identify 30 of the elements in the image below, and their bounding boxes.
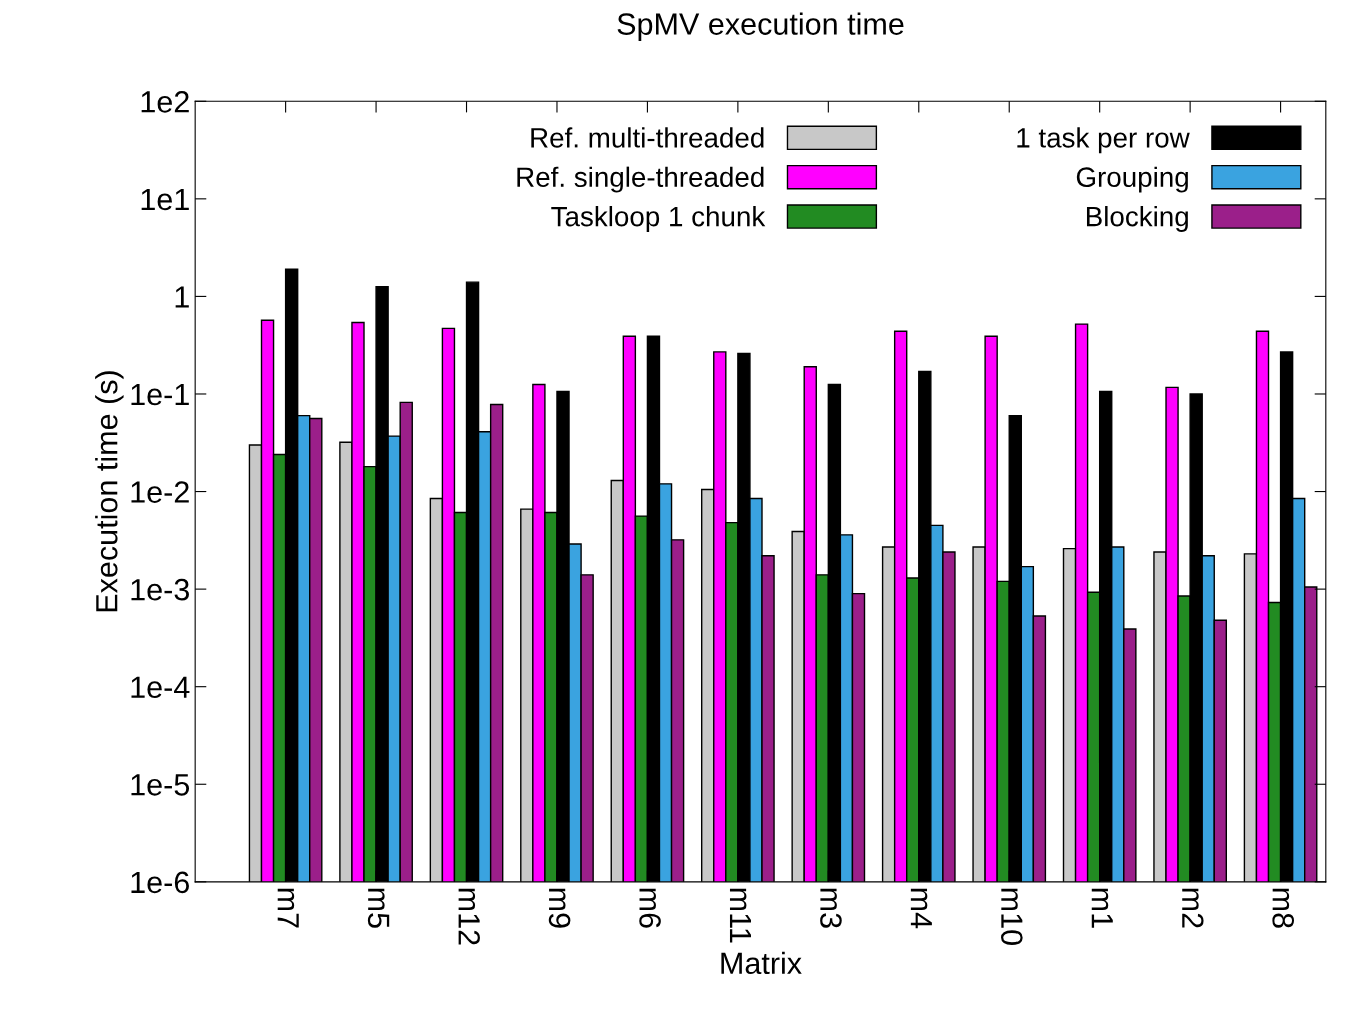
legend-label: Taskloop 1 chunk xyxy=(551,206,766,232)
y-tick-label: 1e-4 xyxy=(131,676,190,699)
x-tick-label: m2 xyxy=(1182,888,1204,928)
y-axis-title: Execution time (s) xyxy=(95,371,124,612)
x-axis-title: Matrix xyxy=(721,951,802,975)
legend-label: Grouping xyxy=(1076,166,1188,193)
x-tick-label: m11 xyxy=(729,888,751,943)
legend-label: Ref. single-threaded xyxy=(517,166,764,193)
x-tick-label: m5 xyxy=(367,888,390,928)
x-tick-label: m6 xyxy=(639,888,661,928)
x-tick-label: m10 xyxy=(1001,888,1023,945)
y-tick-label: 1e-2 xyxy=(131,481,189,503)
legend-label: Blocking xyxy=(1086,206,1188,232)
y-tick-label: 1e-3 xyxy=(131,578,189,601)
chart-title: SpMV execution time xyxy=(617,12,904,41)
legend-label: Ref. multi-threaded xyxy=(531,127,764,148)
x-tick-label: m7 xyxy=(277,888,299,928)
y-tick-label: 1e-6 xyxy=(131,871,189,894)
y-tick-label: 1e-5 xyxy=(131,774,190,796)
y-tick-label: 1e2 xyxy=(141,91,189,113)
y-tick-label: 1e-1 xyxy=(131,384,189,406)
x-tick-label: m9 xyxy=(548,888,571,928)
legend-label: 1 task per row xyxy=(1017,127,1190,154)
y-tick-label: 1e1 xyxy=(141,188,189,211)
x-tick-label: m4 xyxy=(910,888,932,929)
y-tick-label: 1 xyxy=(175,286,189,308)
x-tick-label: m8 xyxy=(1272,888,1295,928)
x-tick-label: m1 xyxy=(1091,888,1113,928)
x-tick-label: m12 xyxy=(458,888,480,945)
x-tick-label: m3 xyxy=(820,888,842,928)
